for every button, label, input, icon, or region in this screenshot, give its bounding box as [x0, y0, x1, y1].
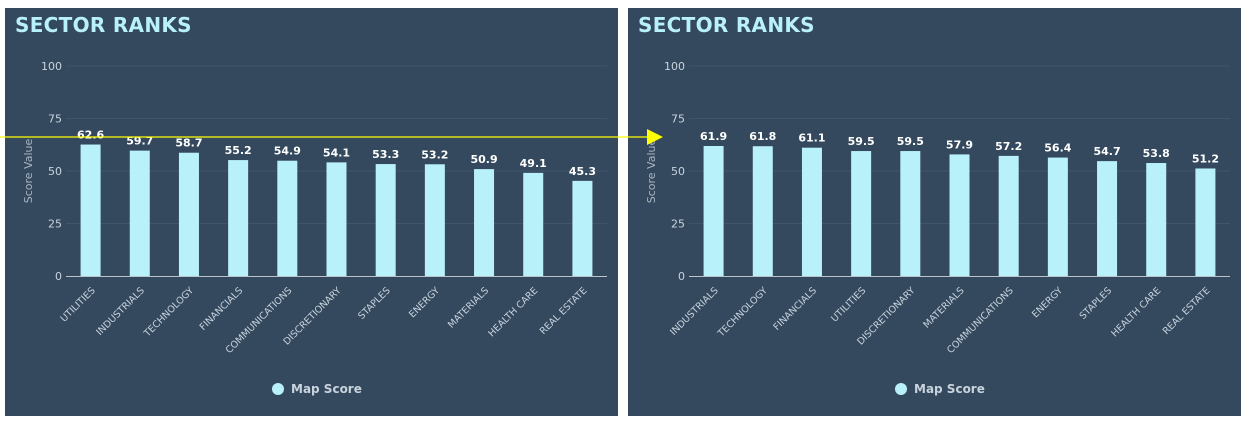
data-label: 56.4: [1044, 142, 1071, 155]
bar: [326, 162, 347, 276]
bar: [80, 144, 101, 276]
bar: [523, 172, 544, 276]
bar: [851, 151, 872, 276]
data-label: 45.3: [569, 165, 596, 178]
data-label: 53.8: [1143, 147, 1170, 160]
y-axis-title: Score Value: [22, 139, 35, 204]
bar: [277, 160, 298, 276]
y-axis-title: Score Value: [645, 139, 658, 204]
bar: [178, 152, 199, 276]
y-tick-label: 25: [48, 218, 62, 231]
legend-marker-icon: [272, 383, 284, 395]
data-label: 49.1: [520, 157, 547, 170]
bar: [1047, 157, 1068, 276]
legend-marker-icon: [895, 383, 907, 395]
y-tick-label: 50: [48, 165, 62, 178]
bar: [1146, 163, 1167, 276]
y-tick-label: 50: [671, 165, 685, 178]
data-label: 59.5: [848, 135, 875, 148]
y-tick-label: 75: [671, 113, 685, 126]
bar: [752, 146, 773, 276]
data-label: 53.2: [421, 148, 448, 161]
bar: [1195, 168, 1216, 276]
data-label: 53.3: [372, 148, 399, 161]
sector-ranks-panel-right: SECTOR RANKS 0 25 50 75 100 Score Value 61.9 IN…: [628, 8, 1241, 416]
data-label: 54.7: [1093, 145, 1120, 158]
bar: [703, 146, 724, 276]
data-label: 57.2: [995, 140, 1022, 153]
data-label: 61.8: [749, 130, 776, 143]
data-label: 62.6: [77, 129, 104, 142]
chart-title: SECTOR RANKS: [15, 13, 192, 37]
data-label: 57.9: [946, 138, 973, 151]
bar: [949, 154, 970, 276]
data-label: 55.2: [225, 144, 252, 157]
y-tick-label: 100: [41, 60, 62, 73]
data-label: 54.1: [323, 146, 350, 159]
bar: [572, 180, 593, 276]
data-label: 61.1: [798, 132, 825, 145]
data-label: 59.7: [126, 135, 153, 148]
chart-title: SECTOR RANKS: [638, 13, 815, 37]
legend-label: Map Score: [291, 382, 362, 396]
bar: [129, 150, 150, 276]
data-label: 58.7: [175, 137, 202, 150]
y-tick-label: 75: [48, 113, 62, 126]
data-label: 61.9: [700, 130, 727, 143]
bar: [1097, 161, 1118, 276]
bar: [424, 164, 445, 276]
data-label: 54.9: [274, 145, 301, 158]
bar: [474, 169, 495, 276]
bar: [228, 160, 249, 276]
sector-ranks-panel-left: SECTOR RANKS 0 25 50 75 100 Score Value 62.6 UT…: [5, 8, 618, 416]
bar: [375, 164, 396, 276]
y-tick-label: 25: [671, 218, 685, 231]
data-label: 50.9: [470, 153, 497, 166]
bar: [900, 151, 921, 276]
data-label: 51.2: [1192, 152, 1219, 165]
y-tick-label: 100: [664, 60, 685, 73]
bar: [998, 155, 1019, 276]
legend-label: Map Score: [914, 382, 985, 396]
bar: [801, 147, 822, 276]
y-tick-label: 0: [55, 270, 62, 283]
y-tick-label: 0: [678, 270, 685, 283]
data-label: 59.5: [897, 135, 924, 148]
